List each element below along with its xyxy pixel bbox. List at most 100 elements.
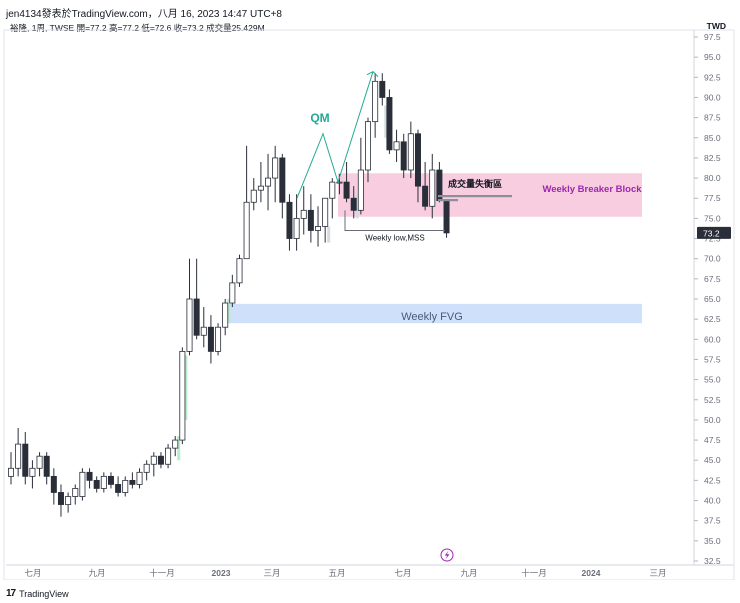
mss-line	[344, 210, 445, 231]
weekly-fvg-zone	[224, 303, 642, 324]
imbalance-highlight	[355, 194, 359, 219]
candle-up	[7, 467, 14, 477]
time-tick-label: 九月	[460, 568, 477, 578]
candle-down	[386, 97, 393, 151]
candle-up	[100, 475, 107, 489]
price-tick-label: 92.5	[704, 72, 721, 82]
candle-down	[422, 185, 429, 207]
candle-down	[22, 443, 29, 477]
candle-down	[115, 484, 122, 493]
candle-up	[272, 157, 279, 179]
tradingview-logo-icon: 17	[6, 588, 16, 599]
price-tick-label: 42.5	[704, 475, 721, 485]
candle-up	[136, 471, 143, 485]
symbol-ohlc-info: 裕隆, 1周, TWSE 開=77.2 高=77.2 低=72.6 收=73.2…	[10, 23, 265, 33]
candle-up	[72, 488, 79, 497]
qm-label: QM	[310, 111, 329, 125]
candle-up	[393, 141, 400, 151]
price-tick-label: 57.5	[704, 354, 721, 364]
price-tick-label: 37.5	[704, 516, 721, 526]
price-tick-label: 60.0	[704, 334, 721, 344]
candle-up	[429, 169, 436, 207]
price-tick-label: 47.5	[704, 435, 721, 445]
candle-up	[65, 496, 72, 505]
candle-down	[343, 181, 350, 199]
mss-label: Weekly low,MSS	[365, 233, 424, 242]
candle-down	[279, 157, 286, 203]
candle-up	[186, 298, 193, 352]
candle-up	[315, 226, 322, 231]
price-tick-label: 82.5	[704, 153, 721, 163]
candle-down	[50, 475, 57, 493]
candle-up	[143, 463, 150, 473]
candle-up	[357, 169, 364, 211]
price-tick-label: 32.5	[704, 556, 721, 566]
candle-up	[300, 209, 307, 219]
candle-up	[293, 217, 300, 239]
price-tick-label: 70.0	[704, 254, 721, 264]
candle-down	[107, 475, 114, 485]
price-tick-label: 55.0	[704, 375, 721, 385]
weekly-breaker-block-label: Weekly Breaker Block	[542, 184, 642, 195]
price-tick-label: 45.0	[704, 455, 721, 465]
candle-up	[243, 201, 250, 260]
candle-up	[322, 197, 329, 227]
candle-down	[307, 209, 314, 231]
price-tick-label: 85.0	[704, 133, 721, 143]
candle-up	[15, 443, 22, 469]
candlestick-chart[interactable]: QM Weekly low,MSS 成交量失衡區 Weekly Breaker Blo…	[0, 0, 740, 580]
brand-name: TradingView	[19, 588, 69, 599]
candle-up	[200, 326, 207, 336]
candle-down	[157, 455, 164, 465]
price-tick-label: 95.0	[704, 52, 721, 62]
candle-up	[215, 326, 222, 352]
candle-up	[257, 185, 264, 191]
lightning-bolt-icon	[444, 550, 450, 560]
candle-down	[350, 197, 357, 211]
price-tick-label: 52.5	[704, 395, 721, 405]
time-tick-label: 三月	[263, 568, 280, 578]
candle-down	[379, 80, 386, 98]
candle-up	[150, 455, 157, 465]
imbalance-bar	[438, 195, 512, 198]
imbalance-bar	[438, 199, 458, 202]
candle-up	[172, 439, 179, 449]
candle-up	[229, 282, 236, 304]
candle-up	[179, 350, 186, 441]
time-tick-label: 五月	[328, 568, 345, 578]
volume-imbalance-label: 成交量失衡區	[448, 178, 502, 189]
candle-up	[407, 133, 414, 171]
last-price-badge	[697, 226, 731, 239]
time-tick-label: 2024	[582, 568, 601, 578]
price-tick-label: 77.5	[704, 193, 721, 203]
price-tick-label: 75.0	[704, 213, 721, 223]
candles-layer	[7, 73, 450, 517]
candle-down	[57, 492, 64, 505]
time-axis: 七月 九月 十一月 2023 三月 五月 七月 九月 十一月 2024 三月	[24, 568, 666, 578]
candle-down	[86, 471, 93, 481]
candle-down	[93, 479, 100, 489]
publish-info: jen4134發表於TradingView.com，八月 16, 2023 14…	[6, 9, 282, 20]
candle-up	[236, 258, 243, 284]
price-tick-label: 35.0	[704, 536, 721, 546]
candle-down	[286, 201, 293, 239]
annotations-layer: QM Weekly low,MSS 成交量失衡區 Weekly Breaker Blo…	[296, 71, 642, 562]
time-tick-label: 七月	[24, 568, 41, 578]
footer-branding[interactable]: 17 TradingView	[6, 588, 69, 599]
candle-down	[193, 298, 200, 336]
candle-up	[222, 302, 229, 328]
price-tick-label: 40.0	[704, 496, 721, 506]
price-tick-label: 87.5	[704, 113, 721, 123]
price-tick-label: 97.5	[704, 32, 721, 42]
price-tick-label: 90.0	[704, 92, 721, 102]
chart-border	[3, 29, 735, 580]
price-axis: 97.5 95.0 92.5 90.0 87.5 85.0 82.5 80.0 77.5 75.0…	[3, 29, 735, 580]
imbalance-highlight	[227, 299, 231, 324]
price-tick-label: 80.0	[704, 173, 721, 183]
candle-up	[122, 479, 129, 493]
candle-up	[79, 471, 86, 497]
candle-up	[329, 181, 336, 199]
price-tick-label: 67.5	[704, 274, 721, 284]
candle-down	[207, 326, 214, 352]
candle-down	[400, 141, 407, 171]
